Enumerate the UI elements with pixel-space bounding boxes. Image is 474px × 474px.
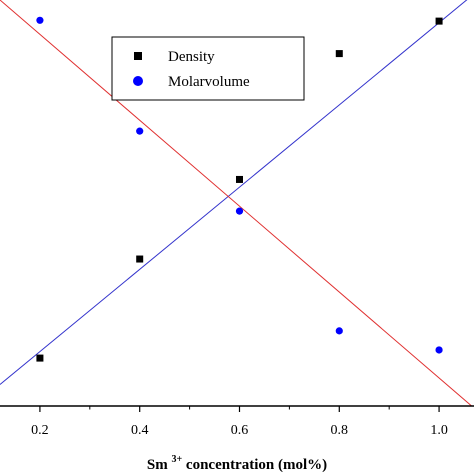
point-density-4 [435,17,443,25]
point-molarvolume-2 [235,207,244,215]
x-tick-label-3: 0.8 [331,423,349,438]
point-density-1 [136,255,144,263]
point-molarvolume-4 [435,346,443,354]
x-axis-title-rest: concentration (mol%) [186,457,327,473]
x-axis-title-base: Sm [147,457,168,473]
x-tick-label-1: 0.4 [131,423,149,438]
point-density-0 [36,354,44,362]
legend-marker-molarvolume [133,76,143,86]
point-molarvolume-3 [335,327,343,335]
x-axis-title: Sm 3+ concentration (mol%) [147,450,327,473]
plot-clip-group [0,0,473,406]
x-axis-title-superscript: 3+ [171,454,182,465]
axes: 0.2 0.4 0.6 0.8 1.0 [0,405,474,438]
point-molarvolume-1 [136,127,144,135]
x-tick-label-2: 0.6 [231,423,249,438]
legend-label-molarvolume: Molarvolume [168,74,250,90]
legend: Density Molarvolume [111,36,305,101]
point-molarvolume-0 [36,16,44,24]
point-density-2 [235,175,243,183]
point-density-3 [335,50,343,58]
legend-label-density: Density [168,49,215,65]
fit-line-molarvolume [0,0,473,406]
x-tick-label-0: 0.2 [31,423,49,438]
fit-line-density [0,0,468,385]
x-tick-label-4: 1.0 [430,423,448,438]
legend-box [111,36,305,101]
plot-area [0,0,473,406]
legend-marker-density [134,52,142,60]
